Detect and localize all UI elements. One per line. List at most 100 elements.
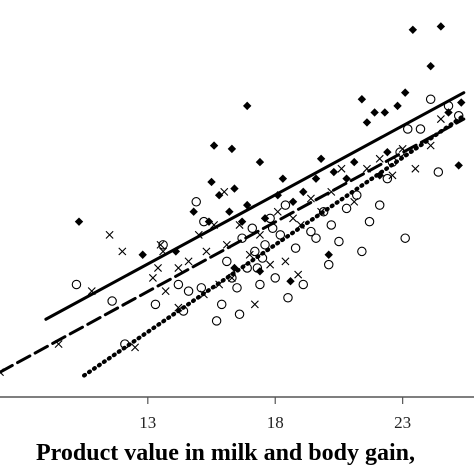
data-point-cross (131, 343, 140, 352)
data-point-circle (425, 94, 436, 105)
data-point-cross (281, 257, 290, 266)
data-point-diamond (380, 108, 390, 117)
x-tick-label: 23 (394, 413, 411, 432)
data-point-diamond (350, 157, 359, 167)
data-point-cross (159, 247, 168, 256)
data-point-circle (232, 283, 242, 293)
data-point-diamond (393, 101, 402, 111)
data-point-cross (388, 171, 397, 180)
data-point-circle (364, 216, 375, 227)
data-point-cross (0, 368, 4, 377)
data-point-diamond (230, 263, 239, 273)
data-point-diamond (189, 207, 198, 216)
data-points (0, 22, 466, 377)
data-point-diamond (255, 157, 265, 167)
x-tick-label: 13 (139, 413, 156, 432)
data-point-circle (341, 203, 352, 214)
data-point-circle (234, 309, 245, 320)
data-point-diamond (273, 190, 282, 200)
data-point-cross (306, 194, 315, 203)
data-point-diamond (242, 200, 252, 210)
data-point-cross (227, 273, 236, 282)
data-point-circle (227, 273, 237, 283)
data-point-cross (199, 290, 208, 299)
data-point-circle (199, 216, 209, 227)
data-point-cross (245, 250, 254, 259)
data-point-circle (275, 230, 286, 240)
data-point-cross (317, 207, 326, 216)
data-point-circle (255, 279, 265, 290)
data-point-cross (362, 164, 371, 173)
data-point-circle (443, 101, 454, 111)
data-point-diamond (209, 141, 219, 150)
data-point-cross (174, 303, 183, 312)
data-point-circle (400, 233, 410, 243)
data-point-circle (250, 246, 260, 257)
data-point-circle (196, 283, 207, 293)
data-point-cross (54, 340, 63, 349)
data-point-cross (235, 220, 244, 229)
x-axis-label: Product value in milk and body gain, (36, 440, 415, 466)
data-point-diamond (230, 184, 239, 193)
data-point-diamond (436, 22, 446, 31)
data-point-circle (402, 124, 413, 134)
data-point-circle (150, 299, 161, 310)
data-point-circle (260, 240, 270, 250)
data-point-cross (220, 187, 229, 196)
data-point-circle (183, 286, 194, 296)
data-point-cross (161, 287, 170, 296)
data-point-circle (222, 256, 232, 267)
data-point-diamond (242, 101, 252, 111)
data-point-circle (283, 292, 293, 303)
data-point-diamond (375, 171, 384, 180)
data-point-cross (375, 154, 384, 163)
data-point-circle (415, 124, 426, 134)
data-point-diamond (444, 108, 453, 117)
data-point-circle (306, 226, 316, 237)
data-point-cross (174, 263, 183, 272)
data-point-circle (270, 273, 280, 283)
data-point-circle (267, 223, 278, 234)
data-point-cross (118, 247, 127, 256)
data-point-diamond (329, 167, 339, 177)
x-tick-label: 18 (267, 413, 284, 432)
fit-line-solid (44, 91, 466, 321)
data-point-circle (265, 213, 275, 224)
data-point-diamond (362, 118, 372, 127)
data-point-cross (296, 220, 305, 229)
data-point-diamond (370, 108, 379, 117)
data-point-circle (107, 296, 117, 306)
data-point-circle (357, 246, 367, 257)
data-point-circle (387, 157, 398, 167)
data-point-cross (156, 240, 165, 249)
data-point-diamond (225, 207, 234, 216)
data-point-cross (87, 287, 96, 296)
data-point-circle (191, 197, 201, 207)
data-point-diamond (426, 61, 435, 71)
data-point-cross (327, 187, 336, 196)
data-point-diamond (204, 217, 214, 226)
data-point-diamond (342, 174, 351, 183)
data-point-diamond (207, 177, 216, 187)
data-point-circle (120, 339, 130, 349)
data-point-cross (294, 270, 303, 279)
fit-lines (0, 91, 466, 378)
data-point-circle (311, 233, 321, 243)
data-point-diamond (171, 247, 181, 256)
data-point-circle (453, 111, 464, 121)
data-point-circle (395, 147, 405, 157)
fit-line-dotted (81, 113, 466, 378)
data-point-circle (178, 306, 189, 316)
data-point-circle (158, 240, 168, 250)
data-point-circle (216, 299, 227, 310)
data-point-cross (398, 144, 407, 153)
data-point-cross (148, 273, 157, 282)
data-point-cross (194, 230, 203, 239)
data-point-cross (337, 164, 346, 173)
data-point-cross (266, 260, 275, 269)
data-point-cross (184, 257, 193, 266)
data-point-circle (247, 223, 258, 234)
data-point-diamond (260, 214, 270, 223)
data-point-cross (250, 300, 259, 309)
data-point-circle (374, 200, 385, 210)
